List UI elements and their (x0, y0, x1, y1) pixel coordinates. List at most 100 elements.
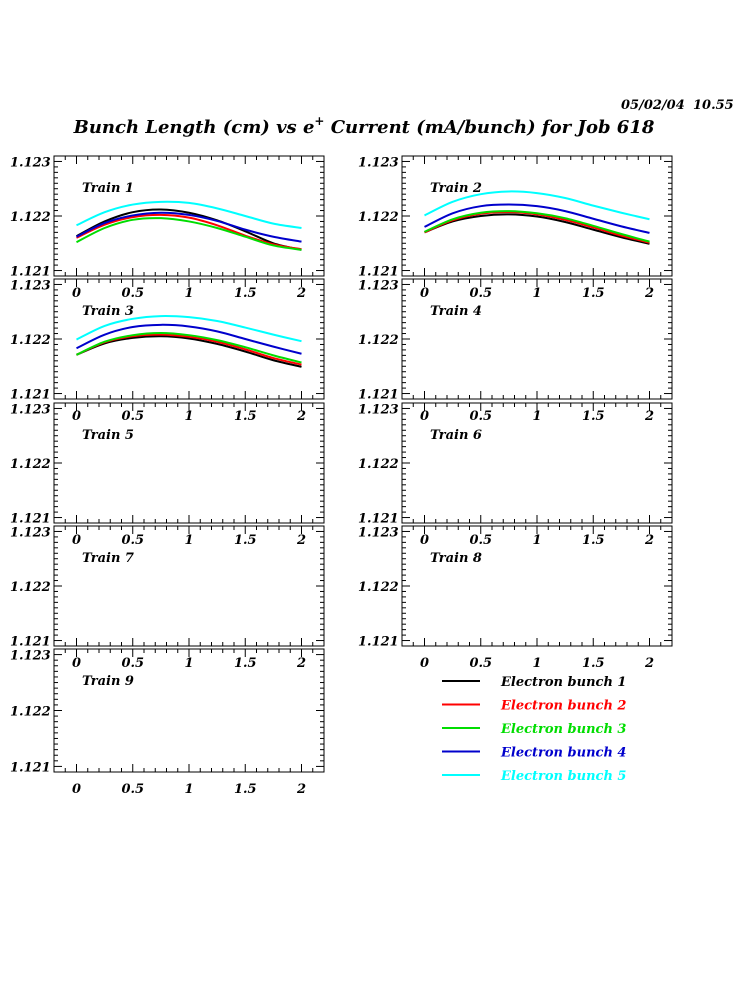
x-tick-label: 2 (296, 533, 306, 548)
y-tick-label: 1.122 (10, 457, 51, 472)
x-tick-label: 0 (420, 409, 429, 424)
panel-7: 1.121 1.122 1.123 0 0.5 1 1.5 2 Train 7 (10, 525, 325, 671)
y-tick-label: 1.121 (10, 388, 51, 403)
x-tick-label: 0 (72, 286, 81, 301)
legend-label: Electron bunch 1 (500, 675, 626, 690)
series-line-bunch-1 (76, 335, 302, 368)
y-tick-label: 1.122 (10, 210, 51, 225)
x-tick-label: 1.5 (234, 656, 257, 671)
y-tick-label: 1.123 (10, 649, 51, 664)
x-tick-label: 0 (72, 782, 81, 797)
x-tick-label: 0.5 (121, 656, 144, 671)
x-tick-label: 1 (184, 533, 193, 548)
y-tick-label: 1.121 (10, 760, 51, 775)
panel-label: Train 1 (82, 181, 134, 196)
y-tick-label: 1.121 (10, 635, 51, 650)
y-tick-label: 1.121 (10, 512, 51, 527)
y-tick-label: 1.122 (358, 210, 399, 225)
y-tick-label: 1.122 (10, 333, 51, 348)
x-tick-label: 0 (420, 286, 429, 301)
x-tick-label: 1.5 (582, 286, 605, 301)
x-tick-label: 1 (184, 782, 193, 797)
x-tick-label: 1 (532, 286, 541, 301)
x-tick-label: 2 (644, 533, 654, 548)
y-tick-label: 1.122 (10, 705, 51, 720)
x-tick-label: 1 (532, 533, 541, 548)
y-tick-label: 1.123 (358, 155, 399, 170)
y-tick-label: 1.123 (358, 402, 399, 417)
x-tick-label: 0 (420, 533, 429, 548)
x-tick-label: 2 (644, 286, 654, 301)
legend-label: Electron bunch 4 (500, 746, 626, 761)
series-line-bunch-5 (76, 315, 302, 343)
y-tick-label: 1.121 (358, 388, 399, 403)
series-line-bunch-4 (76, 211, 302, 243)
y-tick-label: 1.123 (10, 402, 51, 417)
title-post: Current (mA/bunch) for Job 618 (324, 117, 654, 138)
title-sup: + (314, 114, 324, 128)
legend: Electron bunch 1 Electron bunch 2 Electron… (442, 675, 626, 784)
x-tick-label: 0.5 (121, 409, 144, 424)
panel-2: 1.121 1.122 1.123 0 0.5 1 1.5 2 Train 2 (358, 155, 673, 301)
legend-label: Electron bunch 3 (500, 722, 626, 737)
legend-label: Electron bunch 5 (500, 769, 626, 784)
y-tick-label: 1.121 (358, 635, 399, 650)
x-tick-label: 0.5 (469, 656, 492, 671)
x-tick-label: 2 (296, 409, 306, 424)
x-tick-label: 0.5 (121, 286, 144, 301)
y-tick-label: 1.122 (358, 457, 399, 472)
x-tick-label: 1 (532, 409, 541, 424)
y-tick-label: 1.121 (358, 265, 399, 280)
x-tick-label: 1.5 (582, 533, 605, 548)
x-tick-label: 0.5 (469, 409, 492, 424)
y-tick-label: 1.123 (10, 278, 51, 293)
chart-title: Bunch Length (cm) vs e+ Current (mA/bunc… (73, 114, 655, 138)
panel-label: Train 8 (430, 551, 482, 566)
y-tick-label: 1.123 (10, 525, 51, 540)
panel-4: 1.121 1.122 1.123 0 0.5 1 1.5 2 Train 4 (358, 278, 673, 424)
series-line-bunch-3 (76, 217, 302, 251)
x-tick-label: 0.5 (469, 533, 492, 548)
series-line-bunch-1 (424, 213, 650, 245)
series-line-bunch-5 (424, 190, 650, 221)
y-tick-label: 1.121 (358, 512, 399, 527)
series-line-bunch-2 (424, 211, 650, 244)
x-tick-label: 1 (532, 656, 541, 671)
y-tick-label: 1.123 (358, 525, 399, 540)
y-tick-label: 1.122 (358, 333, 399, 348)
x-tick-label: 0 (72, 533, 81, 548)
x-tick-label: 0.5 (121, 782, 144, 797)
title-pre: Bunch Length (cm) vs e (73, 117, 315, 138)
x-tick-label: 1 (184, 409, 193, 424)
x-tick-label: 2 (644, 409, 654, 424)
series-line-bunch-5 (76, 200, 302, 229)
x-tick-label: 1.5 (234, 533, 257, 548)
series-line-bunch-2 (76, 213, 302, 251)
series-line-bunch-3 (424, 210, 650, 243)
panel-label: Train 7 (82, 551, 134, 566)
legend-label: Electron bunch 2 (500, 699, 626, 714)
y-tick-label: 1.123 (358, 278, 399, 293)
x-tick-label: 0 (72, 409, 81, 424)
panel-label: Train 2 (430, 181, 482, 196)
panel-label: Train 5 (82, 428, 134, 443)
series-line-bunch-3 (76, 331, 302, 364)
panel-9: 1.121 1.122 1.123 0 0.5 1 1.5 2 Train 9 (10, 648, 325, 797)
series-line-bunch-4 (76, 323, 302, 355)
x-tick-label: 1 (184, 286, 193, 301)
series-line-bunch-4 (424, 203, 650, 234)
x-tick-label: 1 (184, 656, 193, 671)
y-tick-label: 1.122 (10, 580, 51, 595)
x-tick-label: 0 (420, 656, 429, 671)
panel-3: 1.121 1.122 1.123 0 0.5 1 1.5 2 Train 3 (10, 278, 325, 424)
x-tick-label: 0.5 (121, 533, 144, 548)
x-tick-label: 2 (644, 656, 654, 671)
x-tick-label: 2 (296, 286, 306, 301)
x-tick-label: 1.5 (234, 409, 257, 424)
y-tick-label: 1.122 (358, 580, 399, 595)
panel-label: Train 3 (82, 304, 134, 319)
series-line-bunch-1 (76, 208, 302, 251)
panel-label: Train 9 (82, 674, 134, 689)
